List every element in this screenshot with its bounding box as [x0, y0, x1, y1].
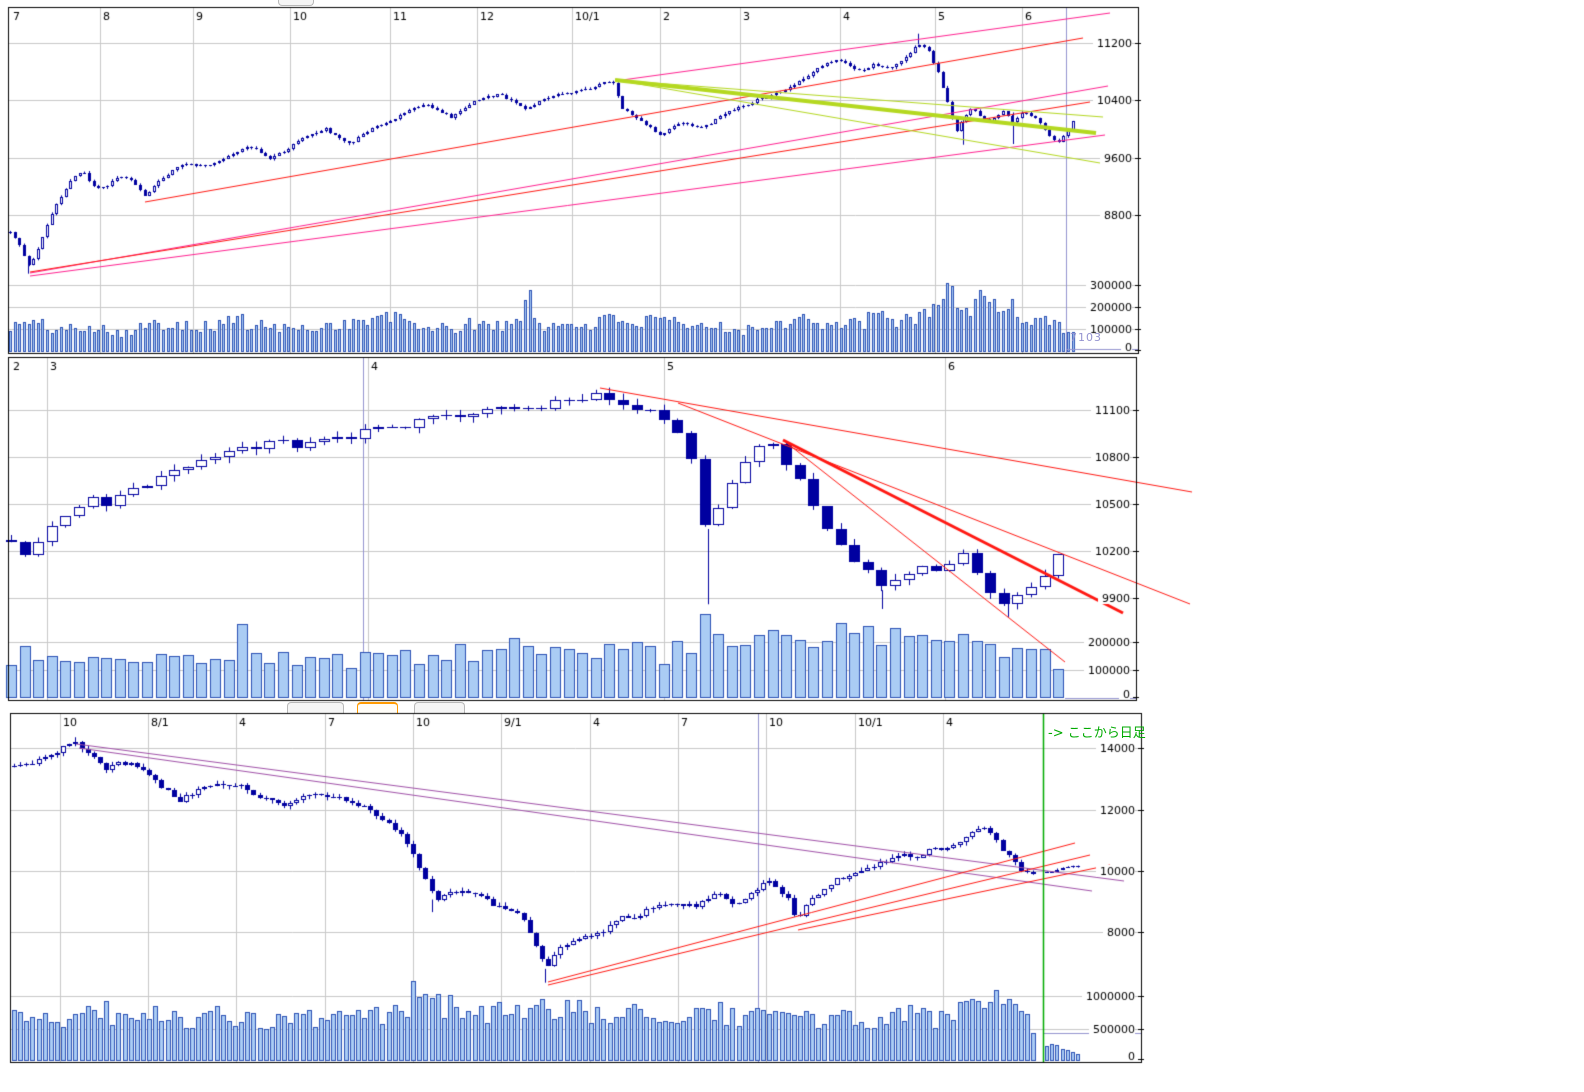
last-volume-value-label: 7103 — [1070, 331, 1102, 344]
daily-from-here-annotation: -> ここから日足 — [1048, 726, 1146, 741]
